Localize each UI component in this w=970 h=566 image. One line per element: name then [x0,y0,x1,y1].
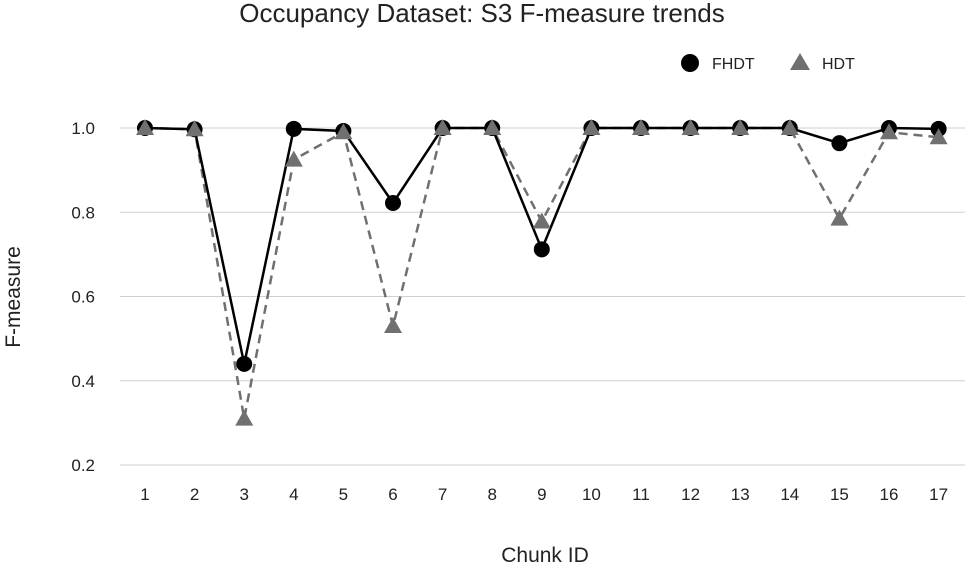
x-tick-label: 1 [140,485,149,504]
legend-marker-hdt [790,53,810,70]
x-tick-label: 4 [289,485,298,504]
y-tick-label: 0.8 [71,203,95,222]
chart-title: Occupancy Dataset: S3 F-measure trends [239,0,725,28]
point-hdt [334,123,353,140]
x-tick-label: 7 [438,485,447,504]
point-hdt [681,119,700,135]
point-fhdt [831,135,848,152]
x-tick-label: 9 [537,485,546,504]
point-hdt [582,119,601,135]
point-hdt [532,212,551,229]
x-tick-label: 2 [190,485,199,504]
x-tick-label: 15 [830,485,849,504]
x-tick-label: 12 [681,485,700,504]
point-hdt [235,409,254,426]
legend-label-fhdt: FHDT [712,56,755,73]
x-tick-label: 6 [388,485,397,504]
point-fhdt [533,241,550,258]
point-fhdt [236,355,253,372]
point-fhdt [285,120,302,137]
x-tick-label: 3 [239,485,248,504]
x-tick-label: 14 [780,485,799,504]
gridlines [120,127,965,466]
x-tick-label: 11 [632,485,650,504]
series-layer [136,119,948,426]
point-hdt [731,119,750,135]
point-hdt [830,209,849,226]
y-tick-labels: 0.2 0.4 0.6 0.8 1.0 [71,119,95,475]
x-tick-label: 8 [487,485,496,504]
point-hdt [483,119,502,135]
y-axis-label: F-measure [2,246,25,348]
y-tick-label: 0.2 [71,456,95,475]
legend: FHDT HDT [681,53,855,73]
point-hdt [632,119,650,135]
point-hdt [433,119,452,135]
y-tick-label: 0.6 [71,288,95,307]
point-hdt [384,316,402,333]
point-hdt [136,119,154,135]
point-fhdt [385,194,401,211]
y-tick-label: 0.4 [71,372,95,391]
point-hdt [284,150,303,167]
x-axis-label: Chunk ID [501,544,589,566]
x-tick-label: 17 [929,485,948,504]
point-hdt [880,123,898,140]
x-tick-labels: 1 2 3 4 5 6 7 8 9 10 11 12 13 14 15 16 17 [140,485,948,504]
x-tick-label: 16 [880,485,899,504]
point-hdt [780,119,799,135]
x-tick-label: 5 [339,485,348,504]
x-tick-label: 10 [582,485,601,504]
legend-marker-fhdt [681,54,699,72]
x-tick-label: 13 [731,485,750,504]
legend-label-hdt: HDT [822,56,855,73]
point-hdt [929,128,948,145]
y-tick-label: 1.0 [71,119,95,138]
point-hdt [185,120,204,137]
